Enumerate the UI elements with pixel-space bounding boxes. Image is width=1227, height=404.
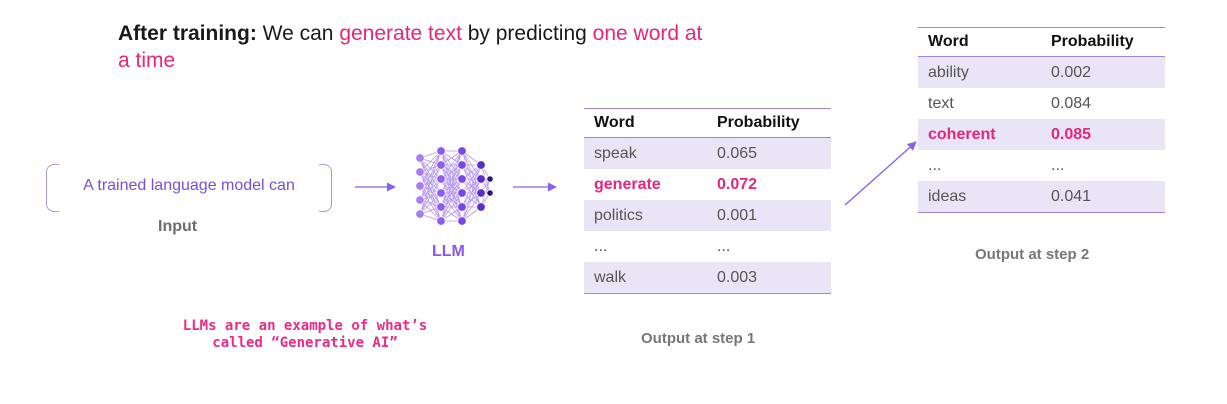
step2-row: coherent 0.085 bbox=[918, 119, 1165, 150]
generative-ai-note: LLMs are an example of what’s called “Ge… bbox=[130, 318, 480, 352]
right-bracket bbox=[319, 164, 332, 212]
step1-probability-cell: 0.072 bbox=[717, 175, 758, 193]
network-node bbox=[476, 174, 486, 184]
step1-row: generate 0.072 bbox=[584, 169, 831, 200]
step2-header-row: Word Probability bbox=[918, 27, 1165, 57]
network-edge bbox=[440, 192, 463, 222]
network-node bbox=[415, 209, 425, 219]
step2-row: ...... bbox=[918, 150, 1165, 181]
step1-probability-cell: 0.003 bbox=[707, 262, 831, 294]
step2-word-header: Word bbox=[918, 27, 1041, 57]
headline-text-1: We can bbox=[256, 22, 340, 45]
step2-probability-cell: 0.084 bbox=[1051, 94, 1092, 112]
step2-probability-cell: 0.085 bbox=[1041, 119, 1165, 150]
network-node bbox=[415, 181, 425, 191]
step2-table: Word Probability ability 0.002 text 0.084 co… bbox=[918, 27, 1165, 213]
network-node bbox=[415, 153, 425, 163]
step2-probability-header: Probability bbox=[1041, 27, 1165, 57]
input-box: A trained language model can bbox=[46, 164, 332, 212]
step2-row: ability 0.002 bbox=[918, 56, 1165, 88]
network-node bbox=[457, 174, 467, 184]
step2-word-cell: ability bbox=[918, 56, 1041, 88]
network-node bbox=[436, 174, 446, 184]
network-edge bbox=[461, 164, 482, 194]
network-edge bbox=[419, 192, 442, 215]
network-edge bbox=[419, 150, 442, 215]
network-node bbox=[476, 202, 486, 212]
note-line-1: LLMs are an example of what’s bbox=[182, 318, 428, 334]
network-node bbox=[457, 188, 467, 198]
network-edge bbox=[461, 192, 482, 222]
network-node bbox=[457, 146, 467, 156]
step2-word-cell: text bbox=[928, 94, 954, 112]
step1-probability-cell: 0.065 bbox=[707, 137, 831, 169]
network-node bbox=[476, 188, 486, 198]
network-edge bbox=[419, 164, 442, 215]
network-node bbox=[436, 216, 446, 226]
network-edge bbox=[419, 178, 442, 215]
step1-caption: Output at step 1 bbox=[641, 330, 756, 347]
network-node bbox=[436, 146, 446, 156]
step1-word-cell: politics bbox=[584, 200, 707, 231]
step1-word-cell: speak bbox=[584, 137, 707, 169]
network-edge bbox=[461, 164, 482, 208]
network-node bbox=[436, 202, 446, 212]
network-edge bbox=[440, 178, 463, 222]
llm-label: LLM bbox=[432, 243, 465, 260]
step1-probability-cell: ... bbox=[717, 237, 731, 255]
step2-probability-cell: ... bbox=[1051, 156, 1065, 174]
step2-word-cell: ... bbox=[928, 156, 942, 174]
step1-table: Word Probability speak 0.065 generate 0.072… bbox=[584, 108, 831, 294]
step1-row: speak 0.065 bbox=[584, 137, 831, 169]
network-node bbox=[486, 189, 494, 197]
step1-word-header: Word bbox=[584, 108, 707, 138]
arrow-step1-to-step2 bbox=[844, 141, 917, 206]
network-edge bbox=[419, 150, 442, 201]
network-node bbox=[436, 188, 446, 198]
step1-row: ...... bbox=[584, 231, 831, 262]
input-text: A trained language model can bbox=[83, 177, 295, 194]
step2-word-cell: coherent bbox=[918, 119, 1041, 150]
network-edge bbox=[440, 164, 463, 222]
network-edge bbox=[461, 164, 482, 222]
network-edge bbox=[440, 150, 463, 194]
network-node bbox=[457, 216, 467, 226]
network-edge bbox=[440, 150, 463, 180]
headline-highlight-1: generate text bbox=[339, 22, 462, 45]
network-edge bbox=[419, 150, 442, 187]
step1-word-cell: generate bbox=[594, 175, 661, 193]
step2-row: text 0.084 bbox=[918, 88, 1165, 119]
headline-highlight-2: one word at a time bbox=[118, 22, 703, 72]
input-label: Input bbox=[158, 218, 198, 235]
network-node bbox=[476, 160, 486, 170]
neural-network-icon bbox=[415, 146, 494, 226]
step1-row: walk 0.003 bbox=[584, 262, 831, 294]
headline-text-2: by predicting bbox=[461, 22, 593, 45]
step1-probability-cell: 0.001 bbox=[707, 200, 831, 231]
step1-row: politics 0.001 bbox=[584, 200, 831, 231]
step2-caption: Output at step 2 bbox=[975, 246, 1090, 263]
network-node bbox=[457, 202, 467, 212]
step2-word-cell: ideas bbox=[918, 181, 1041, 213]
headline: After training: We can generate text by … bbox=[118, 20, 718, 74]
step1-probability-header: Probability bbox=[707, 108, 831, 138]
network-node bbox=[415, 195, 425, 205]
network-edge bbox=[440, 150, 463, 208]
network-node bbox=[415, 167, 425, 177]
step1-header-row: Word Probability bbox=[584, 108, 831, 138]
step2-row: ideas 0.041 bbox=[918, 181, 1165, 213]
network-node bbox=[486, 175, 494, 183]
step1-word-cell: walk bbox=[584, 262, 707, 294]
left-bracket bbox=[46, 164, 59, 212]
note-line-2: called “Generative AI” bbox=[212, 335, 398, 351]
network-edge bbox=[419, 150, 442, 173]
step2-probability-cell: 0.041 bbox=[1041, 181, 1165, 213]
step1-word-cell: ... bbox=[594, 237, 608, 255]
network-edge bbox=[461, 178, 482, 222]
headline-bold: After training: bbox=[118, 22, 257, 45]
network-node bbox=[436, 160, 446, 170]
network-node bbox=[457, 160, 467, 170]
step2-probability-cell: 0.002 bbox=[1041, 56, 1165, 88]
